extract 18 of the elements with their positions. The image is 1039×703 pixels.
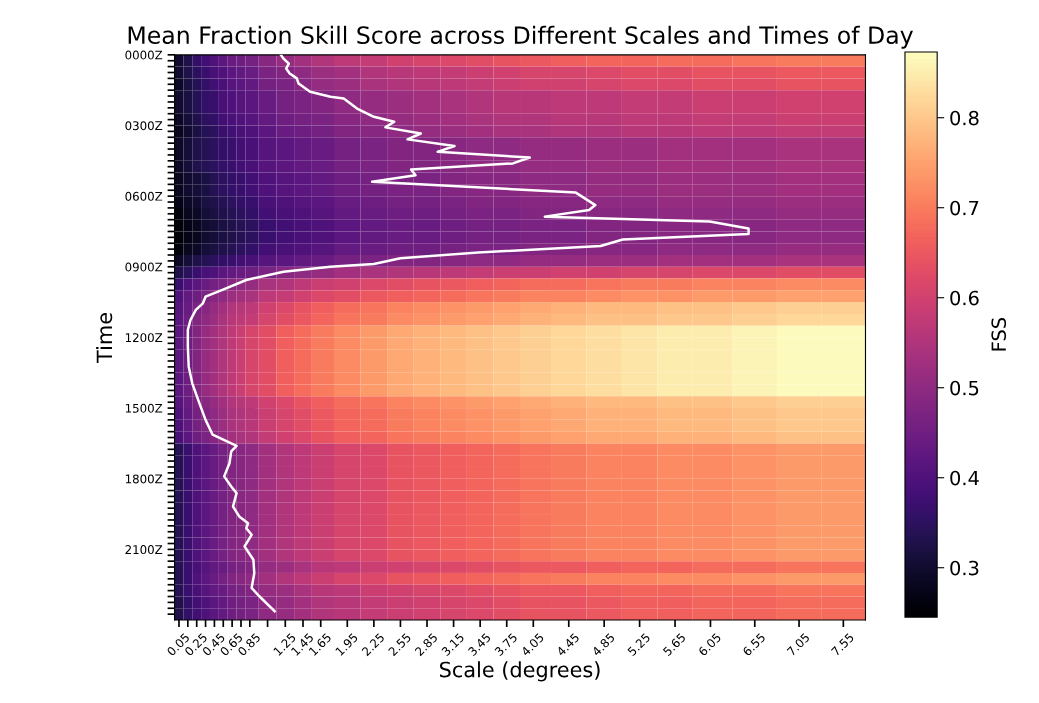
x-axis-title: Scale (degrees) xyxy=(440,661,600,682)
y-tick-label: 0000Z xyxy=(125,50,163,60)
color-bar-label: 0.5 xyxy=(950,380,979,396)
color-bar-label: 0.7 xyxy=(950,200,979,216)
y-tick-label: 2100Z xyxy=(125,545,163,555)
color-bar-label: 0.8 xyxy=(950,110,979,126)
color-bar-label: 0.3 xyxy=(950,560,979,576)
y-axis-title: Time xyxy=(96,313,113,363)
color-bar-title: FSS xyxy=(991,317,1007,351)
color-bar-label: 0.4 xyxy=(950,470,979,486)
y-tick-label: 1500Z xyxy=(125,403,163,413)
color-bar-label: 0.6 xyxy=(950,290,979,306)
chart-title: Mean Fraction Skill Score across Different Scales and Times of Day xyxy=(128,25,913,49)
y-tick-label: 0900Z xyxy=(125,262,163,272)
y-tick-label: 0300Z xyxy=(125,121,163,131)
y-tick-label: 1200Z xyxy=(125,333,163,343)
y-tick-label: 1800Z xyxy=(125,474,163,484)
y-tick-label: 0600Z xyxy=(125,191,163,201)
